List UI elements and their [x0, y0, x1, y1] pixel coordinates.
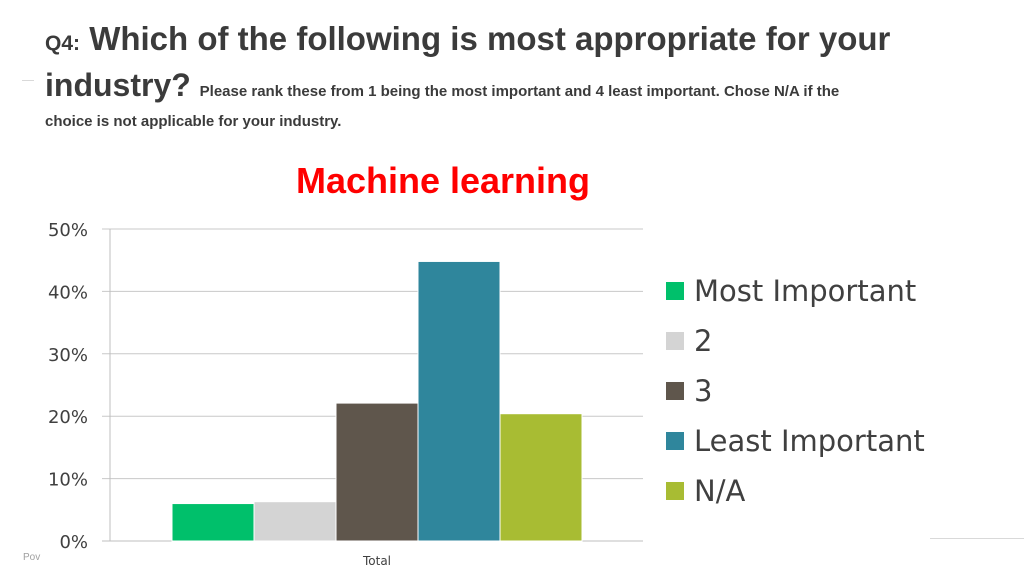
bar-n-a	[499, 413, 583, 542]
instruction-text-2: choice is not applicable for your indust…	[45, 113, 342, 130]
legend-item: 2	[666, 316, 925, 366]
legend-swatch	[666, 282, 684, 300]
question-number: Q4:	[45, 32, 81, 55]
y-tick-label: 50%	[48, 220, 88, 241]
bar-most-important	[171, 503, 255, 542]
legend-swatch	[666, 432, 684, 450]
legend-item: N/A	[666, 466, 925, 516]
question-line-2: industry? Please rank these from 1 being…	[45, 65, 985, 112]
chart-legend: Most Important 2 3 Least Important N/A	[666, 266, 925, 516]
footer-rule	[930, 538, 1024, 539]
footer-text: Pov	[23, 552, 41, 563]
question-text-2: industry?	[45, 67, 191, 103]
legend-swatch	[666, 332, 684, 350]
bar-3	[335, 402, 419, 542]
legend-label: 2	[694, 324, 713, 358]
chart-title: Machine learning	[295, 160, 591, 201]
legend-label: Most Important	[694, 274, 917, 308]
legend-swatch	[666, 482, 684, 500]
question-text-1: Which of the following is most appropria…	[89, 20, 891, 57]
y-tick-label: 40%	[48, 282, 88, 303]
slide-header: Q4: Which of the following is most appro…	[45, 18, 985, 132]
x-category-label: Total	[362, 554, 391, 568]
legend-item: Most Important	[666, 266, 925, 316]
legend-label: N/A	[694, 474, 746, 508]
legend-item: Least Important	[666, 416, 925, 466]
legend-label: Least Important	[694, 424, 925, 458]
y-tick-label: 20%	[48, 407, 88, 428]
bar-2	[253, 501, 337, 542]
y-tick-label: 10%	[48, 470, 88, 491]
legend-swatch	[666, 382, 684, 400]
y-tick-label: 30%	[48, 345, 88, 366]
y-tick-label: 0%	[59, 532, 88, 553]
legend-label: 3	[694, 374, 713, 408]
legend-item: 3	[666, 366, 925, 416]
instruction-text-1: Please rank these from 1 being the most …	[199, 83, 840, 100]
side-tick-mark	[22, 80, 34, 81]
question-line-1: Q4: Which of the following is most appro…	[45, 18, 985, 65]
bar-least-important	[417, 260, 501, 542]
